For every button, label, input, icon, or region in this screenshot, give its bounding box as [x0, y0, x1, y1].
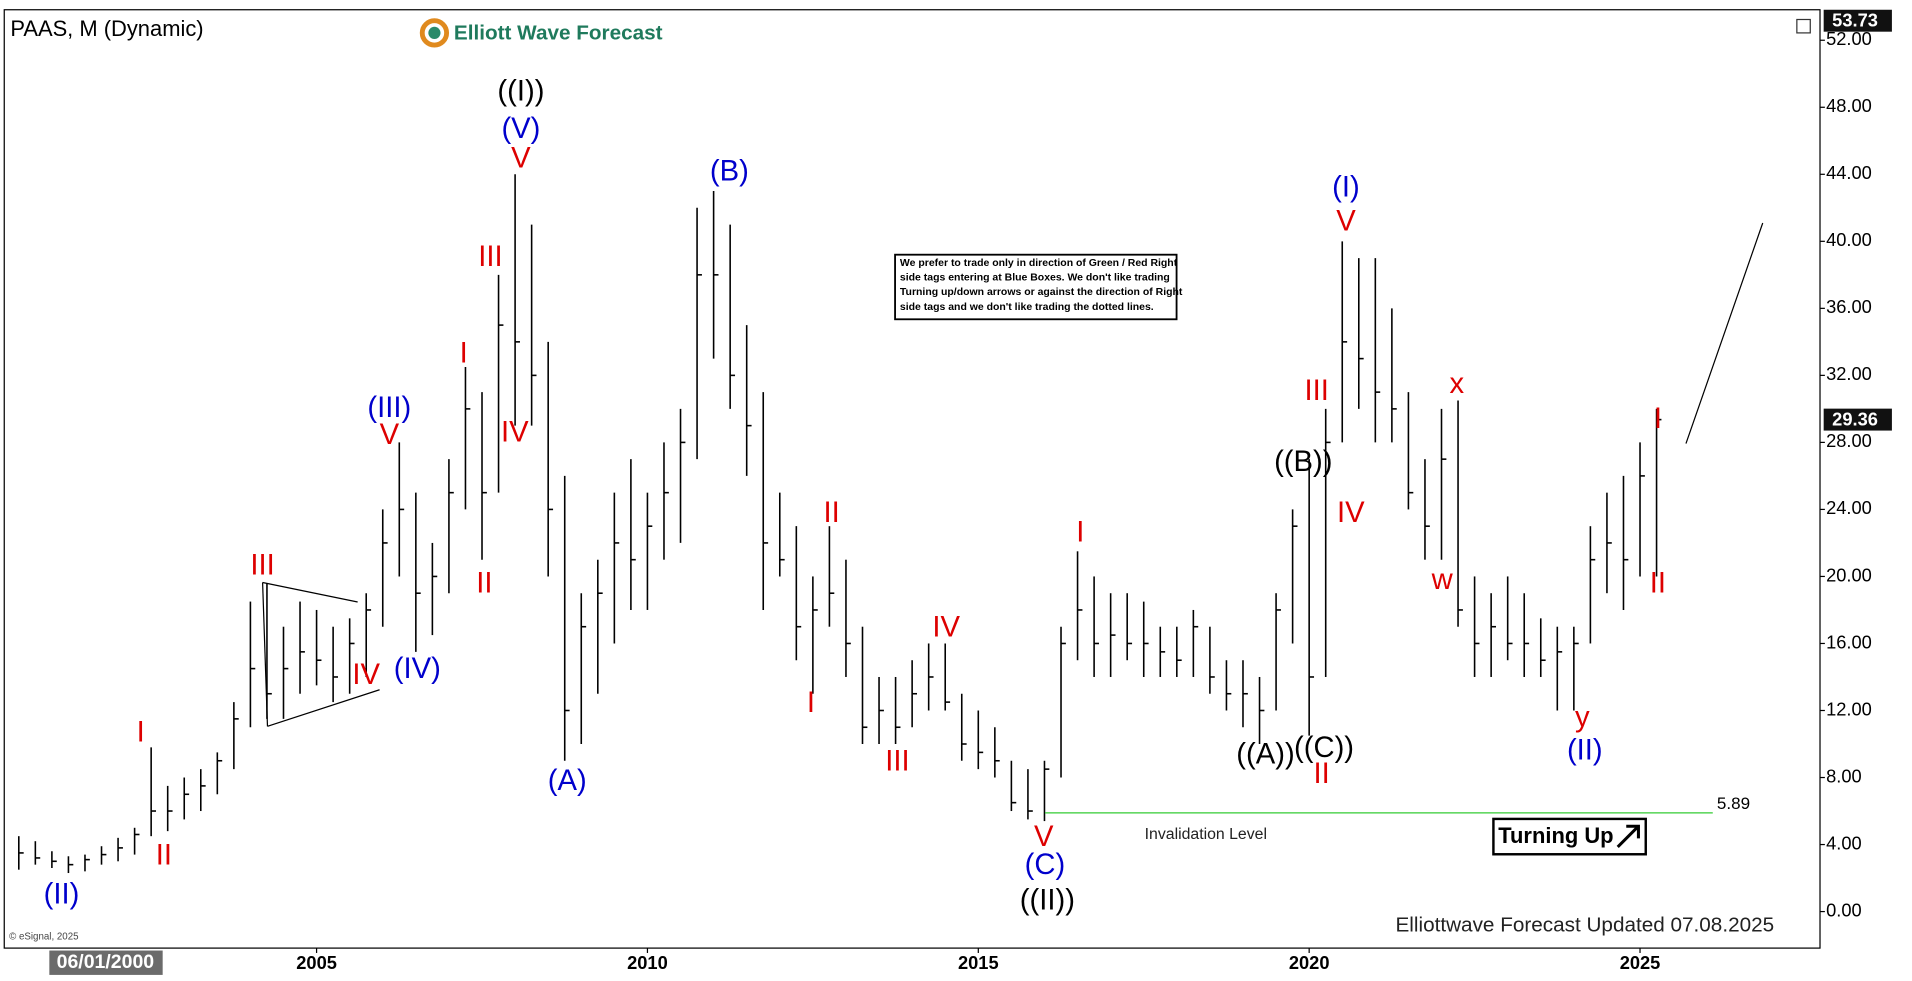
y-tick-label: 44.00 — [1826, 162, 1872, 183]
wave-label: ((A)) — [1236, 738, 1294, 770]
wave-label: I — [1076, 516, 1084, 548]
note-line: side tags entering at Blue Boxes. We don… — [900, 273, 1170, 284]
price-tag-box — [1823, 408, 1892, 431]
logo-icon-core — [428, 26, 441, 39]
wave-label: IV — [501, 417, 529, 449]
triangle-line — [262, 581, 358, 603]
invalidation-value: 5.89 — [1717, 794, 1750, 813]
wave-label: I — [137, 716, 145, 748]
triangle-line — [267, 689, 380, 727]
wave-label: (III) — [367, 392, 411, 424]
y-tick-label: 12.00 — [1826, 698, 1872, 719]
wave-label: (II) — [44, 878, 80, 910]
wave-label: II — [1650, 568, 1666, 600]
wave-label: III — [478, 241, 502, 273]
signal-arrow — [1616, 824, 1640, 849]
wave-label: y — [1575, 702, 1590, 734]
wave-label: (II) — [1567, 735, 1603, 767]
y-tick-label: 48.00 — [1826, 95, 1872, 116]
x-tick-label: 2010 — [627, 952, 668, 973]
price-tag: 29.36 — [1832, 409, 1878, 430]
plot-frame — [3, 9, 1821, 949]
y-tick-label: 24.00 — [1826, 497, 1872, 518]
plot-layer: 0.00 4.00 8.00 12.00 16.00 20.00 24.00 28.00 32.… — [18, 9, 1892, 973]
wave-label: (A) — [548, 765, 587, 797]
wave-label: III — [250, 549, 274, 581]
wave-label: III — [1305, 375, 1329, 407]
x-tick-label: 2015 — [958, 952, 999, 973]
projection-line — [1685, 222, 1764, 444]
note-line: Turning up/down arrows or against the di… — [900, 287, 1183, 298]
wave-label: w — [1431, 564, 1454, 596]
wave-label: ((II)) — [1020, 885, 1075, 917]
footer: Elliottwave Forecast Updated 07.08.2025 — [1395, 914, 1774, 937]
brand: Elliott Wave Forecast — [454, 22, 663, 45]
y-tick-label: 0.00 — [1826, 899, 1862, 920]
y-tick-label: 28.00 — [1826, 430, 1872, 451]
wave-label: V — [380, 419, 400, 451]
y-tick-label: 8.00 — [1826, 765, 1862, 786]
wave-label: IV — [932, 612, 960, 644]
wave-label: IV — [352, 659, 380, 691]
wave-label: V — [1336, 206, 1356, 238]
wave-label: II — [156, 839, 172, 871]
wave-label: II — [476, 568, 492, 600]
date-badge-box — [49, 950, 163, 975]
y-tick-label: 40.00 — [1826, 229, 1872, 250]
wave-label: (IV) — [394, 653, 441, 685]
y-tick-label: 16.00 — [1826, 631, 1872, 652]
x-tick-label: 2005 — [296, 952, 337, 973]
chart-title: PAAS, M (Dynamic) — [10, 16, 203, 41]
y-tick-label: 36.00 — [1826, 296, 1872, 317]
wave-label: ((B)) — [1274, 446, 1332, 478]
note-box: We prefer to trade only in direction of … — [894, 253, 1183, 321]
note-line: side tags and we don't like trading the … — [900, 302, 1154, 313]
date-badge: 06/01/2000 — [57, 951, 155, 973]
wave-label: I — [460, 337, 468, 369]
note-line: We prefer to trade only in direction of … — [900, 258, 1178, 269]
x-tick-label: 2025 — [1620, 952, 1661, 973]
wave-label: I — [807, 687, 815, 719]
wave-label: x — [1450, 368, 1465, 400]
logo-icon — [419, 18, 450, 48]
wave-label: ((C)) — [1294, 732, 1354, 764]
wave-label: I — [1654, 403, 1662, 435]
window-button[interactable] — [1796, 18, 1811, 34]
wave-label: (V) — [501, 113, 540, 145]
wave-label: (B) — [710, 156, 749, 188]
price-tag: 53.73 — [1832, 10, 1878, 31]
wave-label: II — [1313, 758, 1329, 790]
copyright: © eSignal, 2025 — [9, 932, 78, 943]
y-tick-label: 20.00 — [1826, 564, 1872, 585]
signal-frame — [1492, 817, 1647, 856]
wave-label: ((I)) — [497, 75, 544, 107]
signal-box: Turning Up — [1492, 817, 1647, 856]
y-tick-label: 32.00 — [1826, 363, 1872, 384]
signal-text: Turning Up — [1498, 823, 1613, 848]
wave-label: (C) — [1025, 849, 1066, 881]
wave-label: IV — [1337, 497, 1365, 529]
price-tag-box — [1823, 9, 1892, 32]
wave-label: V — [1034, 821, 1054, 853]
x-tick-label: 2020 — [1289, 952, 1330, 973]
invalidation-label: Invalidation Level — [1145, 826, 1267, 843]
logo: Elliott Wave Forecast — [419, 18, 663, 48]
note-frame — [894, 253, 1178, 321]
wave-label: (I) — [1332, 172, 1360, 204]
wave-label: III — [885, 746, 909, 778]
wave-label: II — [824, 497, 840, 529]
y-tick-label: 4.00 — [1826, 832, 1862, 853]
y-tick-label: 52.00 — [1826, 28, 1872, 49]
wave-label: V — [511, 142, 531, 174]
